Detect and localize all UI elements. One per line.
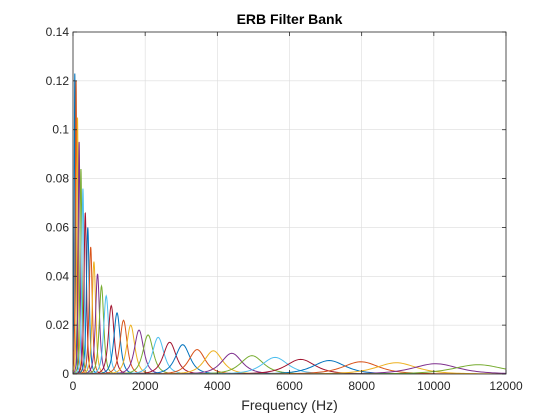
y-tick-label: 0.02 bbox=[46, 318, 70, 332]
y-tick-label: 0.1 bbox=[52, 123, 69, 137]
x-tick-label: 2000 bbox=[132, 379, 159, 393]
x-tick-label: 8000 bbox=[348, 379, 375, 393]
y-tick-label: 0 bbox=[62, 367, 69, 381]
x-tick-label: 6000 bbox=[276, 379, 303, 393]
y-tick-label: 0.08 bbox=[46, 172, 70, 186]
chart-title: ERB Filter Bank bbox=[237, 11, 343, 27]
x-tick-label: 0 bbox=[70, 379, 77, 393]
x-tick-label: 10000 bbox=[417, 379, 451, 393]
y-tick-label: 0.12 bbox=[46, 74, 70, 88]
x-axis-label: Frequency (Hz) bbox=[241, 397, 337, 413]
grid bbox=[73, 32, 506, 374]
y-tick-label: 0.04 bbox=[46, 269, 70, 283]
ticks: 0 2000 4000 6000 8000 10000 12000 0 0.02 0.04 0.06… bbox=[46, 25, 523, 393]
y-tick-label: 0.14 bbox=[46, 25, 70, 39]
x-tick-label: 12000 bbox=[489, 379, 523, 393]
y-tick-label: 0.06 bbox=[46, 220, 70, 234]
x-tick-label: 4000 bbox=[204, 379, 231, 393]
